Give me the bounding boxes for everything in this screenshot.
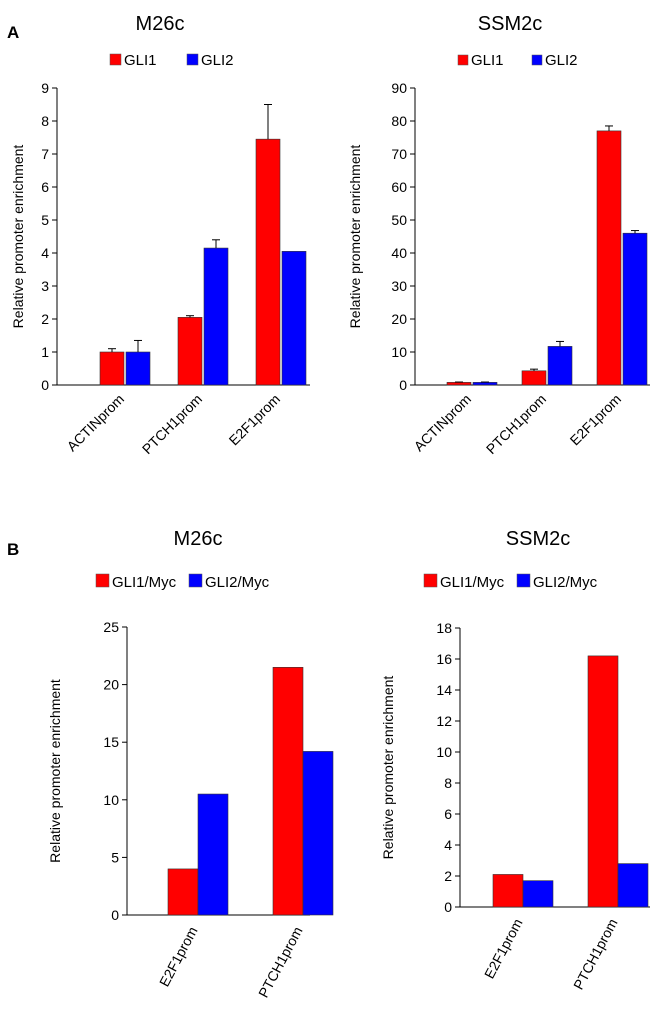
bar-gli1 [255,138,281,386]
panel-letter-a: A [7,23,19,42]
legend-swatch [516,573,531,588]
y-tick-label: 1 [41,344,49,360]
chart-title: SSM2c [506,528,570,550]
panel-letter-b: B [7,540,19,559]
bar-gli1 [99,351,125,386]
y-tick-label: 90 [391,80,407,96]
y-tick-label: 25 [103,619,119,635]
y-axis-label: Relative promoter enrichment [47,679,63,863]
y-tick-label: 30 [391,278,407,294]
legend-label: GLI2 [201,52,234,69]
bar-gli1-myc [272,667,304,916]
legend-label: GLI1/Myc [112,574,177,591]
bar-gli2 [125,351,151,386]
y-tick-label: 0 [41,377,49,393]
legend-label: GLI2/Myc [205,574,270,591]
legend-label: GLI2 [545,52,578,69]
legend-swatch [531,54,543,66]
bar-gli2 [281,251,307,386]
x-category-label: ACTINprom [64,391,128,455]
y-tick-label: 0 [444,899,452,915]
x-category-label: PTCH1prom [483,391,549,457]
y-tick-label: 40 [391,245,407,261]
x-category-label: ACTINprom [411,391,475,455]
y-tick-label: 14 [436,682,452,698]
x-category-label: E2F1prom [156,924,201,989]
chart-title: M26c [174,528,223,550]
bar-gli1 [177,317,203,386]
legend-swatch [186,53,199,66]
y-tick-label: 0 [399,377,407,393]
y-tick-label: 3 [41,278,49,294]
chart-b-m26c: M26c GLI1/Myc GLI2/Myc 0 5 10 15 20 25 Relative p… [47,528,334,1000]
chart-title: M26c [136,13,185,35]
y-tick-label: 7 [41,146,49,162]
legend-label: GLI2/Myc [533,574,598,591]
y-axis-label: Relative promoter enrichment [10,145,26,329]
bar-gli2-myc [617,863,649,908]
bar-gli1-myc [492,874,524,908]
legend-swatch [423,573,438,588]
chart-a-m26c: M26c GLI1 GLI2 0 1 2 3 4 5 6 7 8 9 Relative promoter … [10,13,310,457]
bar-gli1 [446,382,472,386]
y-tick-label: 4 [444,837,452,853]
legend-swatch [109,53,122,66]
legend-label: GLI1 [124,52,157,69]
bar-gli2-myc [302,751,334,916]
chart-b-ssm2c: SSM2c GLI1/Myc GLI2/Myc 0 2 4 6 8 10 12 14 16 18 Rela… [380,528,650,992]
y-tick-label: 10 [103,792,119,808]
bar-gli1 [596,130,622,386]
x-category-label: PTCH1prom [570,916,621,992]
y-tick-label: 18 [436,620,452,636]
y-tick-label: 16 [436,651,452,667]
bar-gli1-myc [167,868,199,916]
y-tick-label: 60 [391,179,407,195]
bar-gli1-myc [587,655,619,908]
y-tick-label: 20 [391,311,407,327]
x-category-label: E2F1prom [481,916,526,981]
y-tick-label: 70 [391,146,407,162]
y-tick-label: 2 [41,311,49,327]
chart-a-ssm2c: SSM2c GLI1 GLI2 0 10 20 30 40 50 60 70 80 90 Relative… [347,13,650,457]
y-tick-label: 80 [391,113,407,129]
y-tick-label: 15 [103,734,119,750]
x-category-label: E2F1prom [567,391,625,449]
y-tick-label: 12 [436,713,452,729]
bar-gli2-myc [197,793,229,916]
y-tick-label: 20 [103,677,119,693]
y-axis-label: Relative promoter enrichment [347,145,363,329]
y-tick-label: 5 [41,212,49,228]
legend-label: GLI1 [471,52,504,69]
y-tick-label: 50 [391,212,407,228]
bar-gli2 [203,247,229,386]
bar-gli2 [547,346,573,386]
y-tick-label: 8 [41,113,49,129]
y-tick-label: 4 [41,245,49,261]
y-tick-label: 8 [444,775,452,791]
bar-gli1 [521,370,547,386]
legend-swatch [457,54,469,66]
x-category-label: PTCH1prom [139,391,205,457]
legend-swatch [188,573,203,588]
y-tick-label: 6 [41,179,49,195]
y-axis-label: Relative promoter enrichment [380,676,396,860]
y-tick-label: 10 [436,744,452,760]
x-category-label: PTCH1prom [255,924,306,1000]
legend-label: GLI1/Myc [440,574,505,591]
bar-gli2 [472,382,498,386]
y-tick-label: 9 [41,80,49,96]
y-tick-label: 5 [111,849,119,865]
y-tick-label: 0 [111,907,119,923]
bar-gli2-myc [522,880,554,908]
y-tick-label: 6 [444,806,452,822]
chart-title: SSM2c [478,13,542,35]
y-tick-label: 2 [444,868,452,884]
y-tick-label: 10 [391,344,407,360]
bar-gli2 [622,232,648,386]
x-category-label: E2F1prom [226,391,284,449]
legend-swatch [95,573,110,588]
